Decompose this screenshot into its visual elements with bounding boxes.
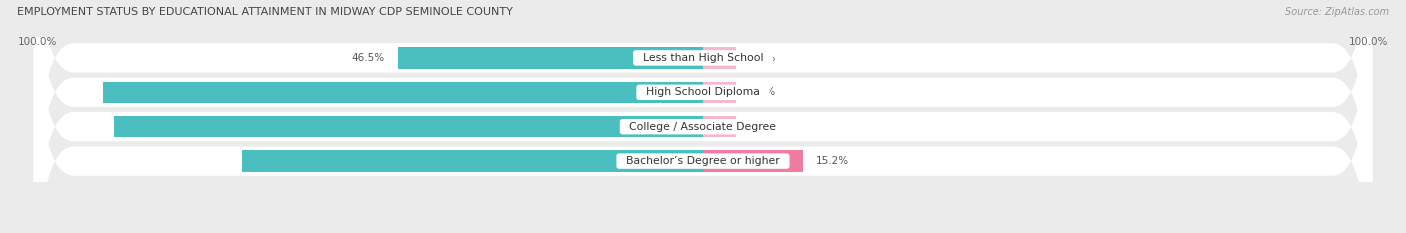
Text: EMPLOYMENT STATUS BY EDUCATIONAL ATTAINMENT IN MIDWAY CDP SEMINOLE COUNTY: EMPLOYMENT STATUS BY EDUCATIONAL ATTAINM… — [17, 7, 513, 17]
Text: 100.0%: 100.0% — [1350, 37, 1389, 47]
Bar — [242, 151, 703, 172]
Text: 89.8%: 89.8% — [647, 122, 683, 132]
Text: 46.5%: 46.5% — [352, 53, 385, 63]
Text: 15.2%: 15.2% — [815, 156, 849, 166]
Bar — [398, 47, 703, 69]
FancyBboxPatch shape — [34, 0, 1372, 233]
FancyBboxPatch shape — [34, 0, 1372, 233]
Text: Source: ZipAtlas.com: Source: ZipAtlas.com — [1285, 7, 1389, 17]
Bar — [703, 116, 735, 137]
Text: 70.2%: 70.2% — [647, 156, 683, 166]
FancyBboxPatch shape — [34, 0, 1372, 233]
Text: 100.0%: 100.0% — [17, 37, 56, 47]
Bar — [703, 47, 735, 69]
Text: 0.0%: 0.0% — [749, 53, 775, 63]
Text: Less than High School: Less than High School — [636, 53, 770, 63]
FancyBboxPatch shape — [34, 0, 1372, 233]
Text: 91.5%: 91.5% — [647, 87, 683, 97]
Bar — [114, 116, 703, 137]
Text: Bachelor’s Degree or higher: Bachelor’s Degree or higher — [619, 156, 787, 166]
Bar — [703, 82, 735, 103]
Text: High School Diploma: High School Diploma — [640, 87, 766, 97]
Text: 0.0%: 0.0% — [749, 87, 775, 97]
Bar — [103, 82, 703, 103]
Bar — [703, 151, 803, 172]
Text: College / Associate Degree: College / Associate Degree — [623, 122, 783, 132]
Text: 0.0%: 0.0% — [749, 122, 775, 132]
